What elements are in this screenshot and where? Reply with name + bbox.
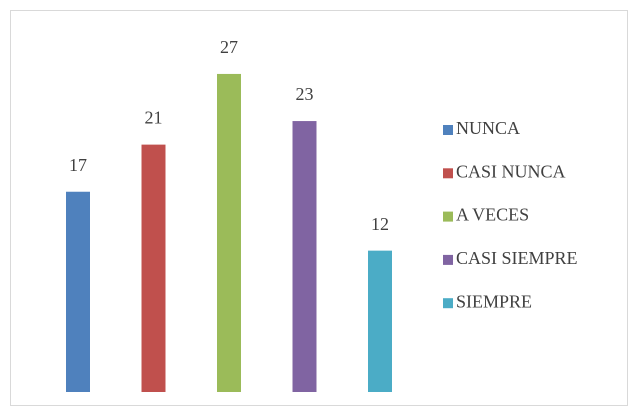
data-label: 23 <box>296 84 314 104</box>
bar <box>217 73 241 392</box>
bar <box>66 191 90 392</box>
legend-swatch <box>443 254 453 265</box>
data-label: 21 <box>145 108 163 128</box>
legend-label: CASI NUNCA <box>456 161 566 181</box>
legend-swatch <box>443 125 453 135</box>
legend-swatch <box>443 298 453 309</box>
data-label: 17 <box>69 155 87 175</box>
legend-label: A VECES <box>456 205 529 225</box>
data-label: 27 <box>220 37 238 57</box>
legend-label: NUNCA <box>456 118 520 138</box>
bar <box>141 144 166 392</box>
legend-label: SIEMPRE <box>456 291 532 311</box>
bar <box>368 250 392 392</box>
data-label: 12 <box>371 214 389 234</box>
legend-swatch <box>443 168 453 179</box>
legend-label: CASI SIEMPRE <box>456 248 578 268</box>
bar <box>292 121 317 392</box>
chart-frame <box>10 10 628 406</box>
legend-swatch <box>443 211 453 222</box>
